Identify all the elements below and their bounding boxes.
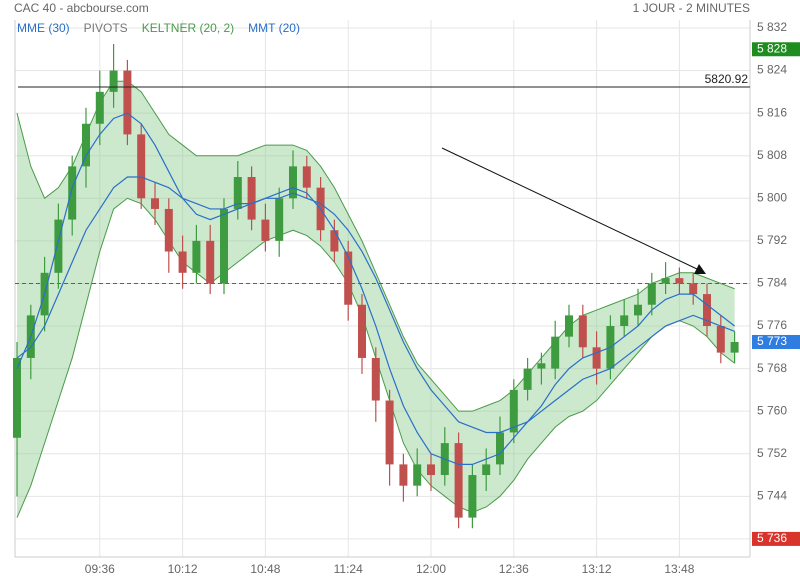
legend-entry: KELTNER (20, 2) <box>142 21 234 35</box>
x-tick-label: 10:12 <box>168 562 198 576</box>
candle-body <box>192 240 201 273</box>
candle-body <box>178 251 187 273</box>
candle-body <box>68 166 77 220</box>
plot: 5 736 5 744 5 752 5 760 5 768 5 776 5 784 5 792… <box>13 20 800 576</box>
candle-body <box>206 240 215 284</box>
candle-body <box>385 400 394 465</box>
candle-body <box>661 278 670 284</box>
candle-body <box>82 123 90 167</box>
keltner-fill <box>17 81 735 518</box>
y-tick-label: 5 768 <box>757 361 787 375</box>
candle-body <box>565 315 573 337</box>
candle-body <box>233 177 242 209</box>
candle-body <box>371 357 380 401</box>
y-tick-label: 5 776 <box>757 318 787 332</box>
level-label: 5820.92 <box>705 72 749 86</box>
candle-body <box>523 368 532 390</box>
level-label-bg <box>700 72 748 86</box>
y-tick-label: 5 744 <box>757 488 787 502</box>
candle-body <box>109 70 118 92</box>
x-tick-label: 12:00 <box>416 562 446 576</box>
x-tick-label: 13:48 <box>664 562 694 576</box>
candle-body <box>620 315 629 327</box>
candle-body <box>123 70 132 135</box>
candle-body <box>344 251 353 305</box>
candle-body <box>13 357 21 438</box>
chart-title: CAC 40 - abcbourse.com <box>14 1 149 15</box>
price-tag <box>752 42 800 57</box>
candle-body <box>675 278 684 284</box>
x-tick-label: 10:48 <box>250 562 280 576</box>
candle-body <box>261 219 270 241</box>
arrow <box>441 147 698 270</box>
arrow-head <box>694 264 706 274</box>
mme-line <box>16 176 735 434</box>
price-tag-label: 5 773 <box>757 334 787 348</box>
candle-body <box>592 347 601 369</box>
candle-body <box>703 294 711 327</box>
candle-body <box>468 475 477 518</box>
y-tick-label: 5 792 <box>757 233 787 247</box>
chart-subtitle: 1 JOUR - 2 MINUTES <box>633 1 750 15</box>
candle-body <box>730 341 739 353</box>
y-tick-label: 5 816 <box>757 105 787 119</box>
candle-body <box>220 208 228 284</box>
y-tick-label: 5 824 <box>757 63 787 77</box>
price-tag-label: 5 736 <box>757 531 787 545</box>
legend-entry: MMT (20) <box>248 21 300 35</box>
y-tick-label: 5 800 <box>757 190 787 204</box>
legend-entry: MME (30) <box>17 21 70 35</box>
candle-body <box>275 198 284 241</box>
candle-body <box>634 304 642 316</box>
candle-body <box>454 443 463 518</box>
candle-body <box>413 464 422 486</box>
candle-body <box>164 208 173 252</box>
y-tick-label: 5 752 <box>757 446 787 460</box>
candle-body <box>399 464 408 486</box>
candle-body <box>54 219 63 273</box>
candle-body <box>427 464 435 476</box>
legend-entry: PIVOTS <box>84 21 128 35</box>
y-tick-label: 5 784 <box>757 276 787 290</box>
price-tag <box>752 531 800 546</box>
x-tick-label: 09:36 <box>85 562 115 576</box>
candle-body <box>358 304 366 358</box>
x-tick-label: 13:12 <box>582 562 612 576</box>
y-tick-label: 5 808 <box>757 148 787 162</box>
candle-body <box>647 283 656 305</box>
candle-body <box>247 177 256 220</box>
candle-body <box>330 230 339 252</box>
mmt-line <box>16 112 735 465</box>
y-tick-label: 5 832 <box>757 20 787 34</box>
candle-body <box>551 336 560 369</box>
candle-body <box>537 363 546 369</box>
candle-body <box>137 134 146 199</box>
candle-body <box>151 198 159 209</box>
candle-body <box>302 166 311 188</box>
y-tick-label: 5 760 <box>757 403 787 417</box>
candle-body <box>716 326 725 353</box>
x-tick-label: 11:24 <box>334 562 363 576</box>
candle-body <box>95 91 104 124</box>
candle-body <box>689 283 698 295</box>
price-tag-label: 5 828 <box>757 41 787 55</box>
keltner-upper <box>16 80 735 412</box>
candle-body <box>578 315 587 348</box>
candle-body <box>482 464 491 476</box>
candle-body <box>289 166 297 199</box>
price-tag <box>752 334 800 349</box>
candle-body <box>496 432 504 465</box>
x-tick-label: 12:36 <box>499 562 529 576</box>
candle-body <box>509 389 518 433</box>
